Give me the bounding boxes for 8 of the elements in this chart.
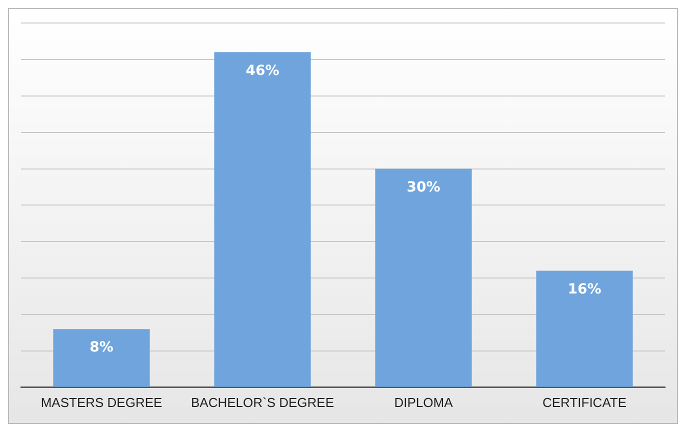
- x-tick-label: DIPLOMA: [394, 394, 454, 410]
- x-tick-label: BACHELOR`S DEGREE: [190, 394, 334, 410]
- data-label: 16%: [568, 281, 602, 298]
- data-label: 30%: [406, 179, 440, 196]
- x-tick-label: MASTERS DEGREE: [40, 394, 163, 410]
- x-tick-label: CERTIFICATE: [542, 394, 627, 410]
- data-label: 8%: [90, 340, 114, 356]
- data-label: 46%: [246, 62, 280, 79]
